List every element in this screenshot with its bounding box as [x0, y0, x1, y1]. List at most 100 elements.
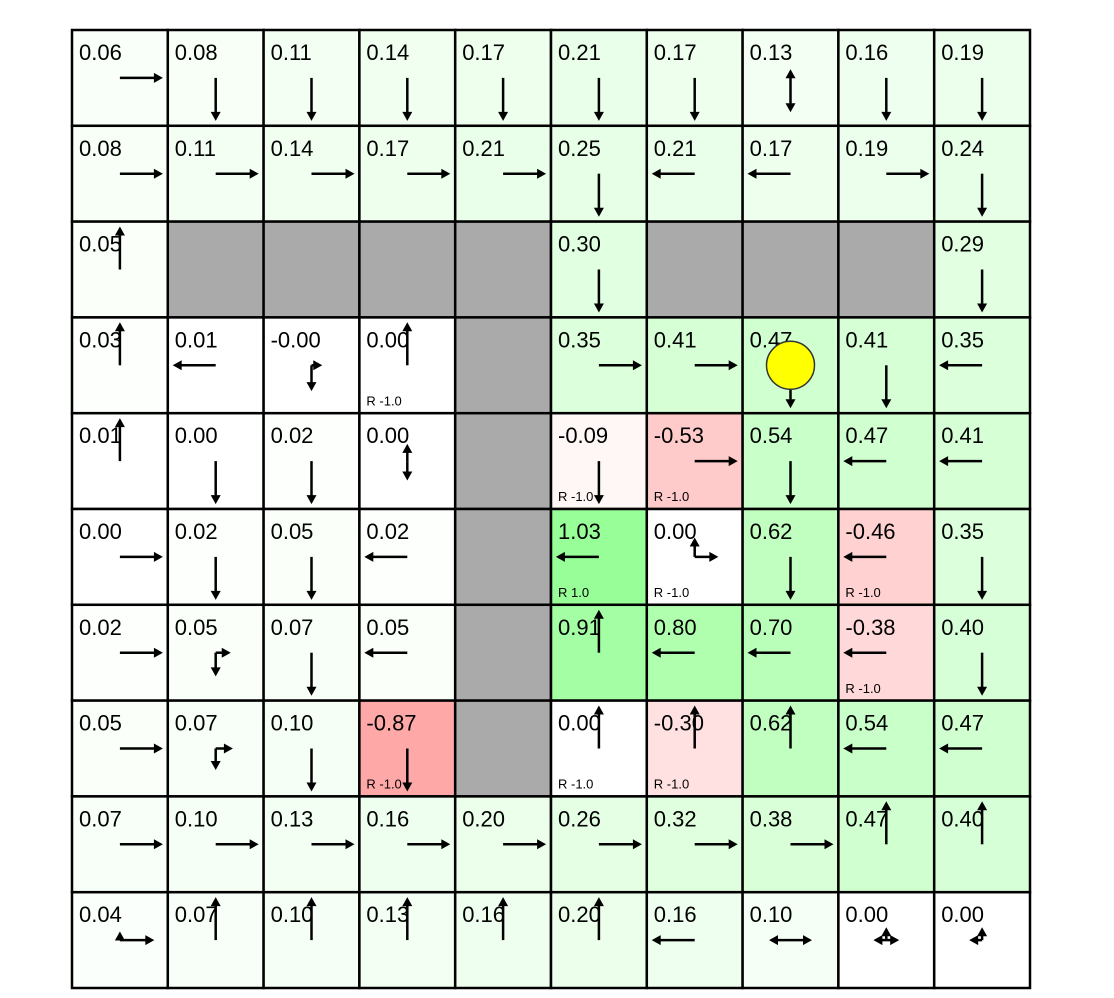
- grid-cell[interactable]: 0.35: [932, 507, 1032, 607]
- grid-cell[interactable]: 0.05: [70, 699, 170, 798]
- grid-cell[interactable]: 0.00: [837, 890, 936, 990]
- grid-cell[interactable]: 0.70: [741, 603, 840, 702]
- grid-cell[interactable]: 0.19: [837, 124, 936, 223]
- grid-cell[interactable]: 0.08: [166, 28, 265, 128]
- grid-cell[interactable]: 0.00: [358, 411, 457, 511]
- grid-cell[interactable]: 0.21: [453, 124, 553, 223]
- grid-cell[interactable]: 0.07: [70, 795, 170, 894]
- grid-cell[interactable]: 0.29: [932, 220, 1032, 319]
- grid-cell[interactable]: -0.30R -1.0: [645, 699, 744, 798]
- grid-cell[interactable]: 0.10: [741, 890, 840, 990]
- wall-cell[interactable]: [645, 220, 744, 319]
- grid-cell[interactable]: 0.80: [645, 603, 744, 702]
- wall-cell[interactable]: [837, 220, 936, 319]
- grid-cell[interactable]: 0.00: [70, 507, 170, 607]
- grid-cell[interactable]: -0.09 R -1.0: [549, 411, 649, 511]
- grid-cell[interactable]: 0.17: [645, 28, 744, 128]
- grid-cell[interactable]: 0.02: [166, 507, 265, 607]
- grid-cell[interactable]: -0.00: [262, 316, 361, 415]
- grid-cell[interactable]: 0.40: [932, 795, 1032, 894]
- grid-cell[interactable]: -0.38 R -1.0: [837, 603, 936, 702]
- wall-cell[interactable]: [453, 603, 553, 702]
- grid-cell[interactable]: 0.47: [837, 795, 936, 894]
- grid-cell[interactable]: 0.13: [262, 795, 361, 894]
- grid-cell[interactable]: 0.20: [549, 890, 649, 990]
- grid-cell[interactable]: 0.00 R -1.0: [549, 699, 649, 798]
- wall-cell[interactable]: [262, 220, 361, 319]
- grid-cell[interactable]: 0.41: [932, 411, 1032, 511]
- grid-cell[interactable]: 0.54: [741, 411, 840, 511]
- grid-cell[interactable]: 0.16: [837, 28, 936, 128]
- grid-cell[interactable]: 0.25: [549, 124, 649, 223]
- grid-cell[interactable]: 0.21: [549, 28, 649, 128]
- grid-cell[interactable]: 0.17: [358, 124, 457, 223]
- grid-cell[interactable]: -0.46 R -1.0: [837, 507, 936, 607]
- grid-cell[interactable]: 0.05: [262, 507, 361, 607]
- grid-cell[interactable]: 0.16: [358, 795, 457, 894]
- grid-cell[interactable]: 0.05: [358, 603, 457, 702]
- grid-cell[interactable]: 0.30: [549, 220, 649, 319]
- grid-cell[interactable]: 0.17: [741, 124, 840, 223]
- grid-cell[interactable]: 0.08: [70, 124, 170, 223]
- wall-cell[interactable]: [741, 220, 840, 319]
- grid-cell[interactable]: 0.14: [358, 28, 457, 128]
- grid-cell[interactable]: 0.10: [166, 795, 265, 894]
- grid-cell[interactable]: 0.32: [645, 795, 744, 894]
- grid-cell[interactable]: 0.04: [70, 890, 170, 990]
- grid-cell[interactable]: 0.91: [549, 603, 649, 702]
- grid-cell[interactable]: 0.20: [453, 795, 553, 894]
- wall-cell[interactable]: [453, 220, 553, 319]
- grid-cell[interactable]: 0.01: [70, 411, 170, 511]
- grid-cell[interactable]: 0.02: [262, 411, 361, 511]
- grid-cell[interactable]: 0.10: [262, 699, 361, 798]
- grid-cell[interactable]: 0.00 R -1.0: [645, 507, 744, 607]
- wall-cell[interactable]: [453, 316, 553, 415]
- grid-cell[interactable]: 0.07: [262, 603, 361, 702]
- grid-cell[interactable]: 0.00: [932, 890, 1032, 990]
- grid-cell[interactable]: 0.00: [166, 411, 265, 511]
- grid-cell[interactable]: 0.14: [262, 124, 361, 223]
- grid-cell[interactable]: 0.17: [453, 28, 553, 128]
- wall-cell[interactable]: [166, 220, 265, 319]
- grid-cell[interactable]: 0.07: [166, 699, 265, 798]
- grid-cell[interactable]: 1.03 R 1.0: [549, 507, 649, 607]
- grid-cell[interactable]: 0.03: [70, 316, 170, 415]
- grid-cell[interactable]: 0.24: [932, 124, 1032, 223]
- grid-cell[interactable]: 0.10: [262, 890, 361, 990]
- grid-cell[interactable]: 0.11: [166, 124, 265, 223]
- grid-cell[interactable]: 0.47: [837, 411, 936, 511]
- grid-cell[interactable]: 0.01: [166, 316, 265, 415]
- grid-cell[interactable]: 0.05: [70, 220, 170, 319]
- grid-cell[interactable]: 0.06: [70, 28, 170, 128]
- grid-cell[interactable]: 0.35: [549, 316, 649, 415]
- arrow-down-icon: [785, 77, 796, 113]
- grid-cell[interactable]: 0.41: [645, 316, 744, 415]
- grid-cell[interactable]: 0.38: [741, 795, 840, 894]
- grid-cell[interactable]: 0.35: [932, 316, 1032, 415]
- grid-cell[interactable]: 0.05: [166, 603, 265, 702]
- grid-cell[interactable]: 0.62: [741, 699, 840, 798]
- wall-cell[interactable]: [358, 220, 457, 319]
- grid-cell[interactable]: 0.02: [70, 603, 170, 702]
- wall-cell[interactable]: [453, 507, 553, 607]
- grid-cell[interactable]: 0.00 R -1.0: [358, 316, 457, 415]
- grid-cell[interactable]: 0.40: [932, 603, 1032, 702]
- wall-cell[interactable]: [453, 411, 553, 511]
- grid-cell[interactable]: 0.21: [645, 124, 744, 223]
- grid-cell[interactable]: 0.47: [932, 699, 1032, 798]
- grid-cell[interactable]: 0.26: [549, 795, 649, 894]
- grid-cell[interactable]: 0.16: [645, 890, 744, 990]
- grid-cell[interactable]: 0.11: [262, 28, 361, 128]
- grid-cell[interactable]: 0.62: [741, 507, 840, 607]
- grid-cell[interactable]: 0.19: [932, 28, 1032, 128]
- grid-cell[interactable]: 0.16: [453, 890, 553, 990]
- grid-cell[interactable]: 0.41: [837, 316, 936, 415]
- wall-cell[interactable]: [453, 699, 553, 798]
- grid-cell[interactable]: 0.02: [358, 507, 457, 607]
- grid-cell[interactable]: 0.13: [741, 28, 840, 128]
- grid-cell[interactable]: -0.87 R -1.0: [358, 699, 457, 798]
- grid-cell[interactable]: 0.07: [166, 890, 265, 990]
- grid-cell[interactable]: 0.13: [358, 890, 457, 990]
- grid-cell[interactable]: -0.53 R -1.0: [645, 411, 744, 511]
- grid-cell[interactable]: 0.54: [837, 699, 936, 798]
